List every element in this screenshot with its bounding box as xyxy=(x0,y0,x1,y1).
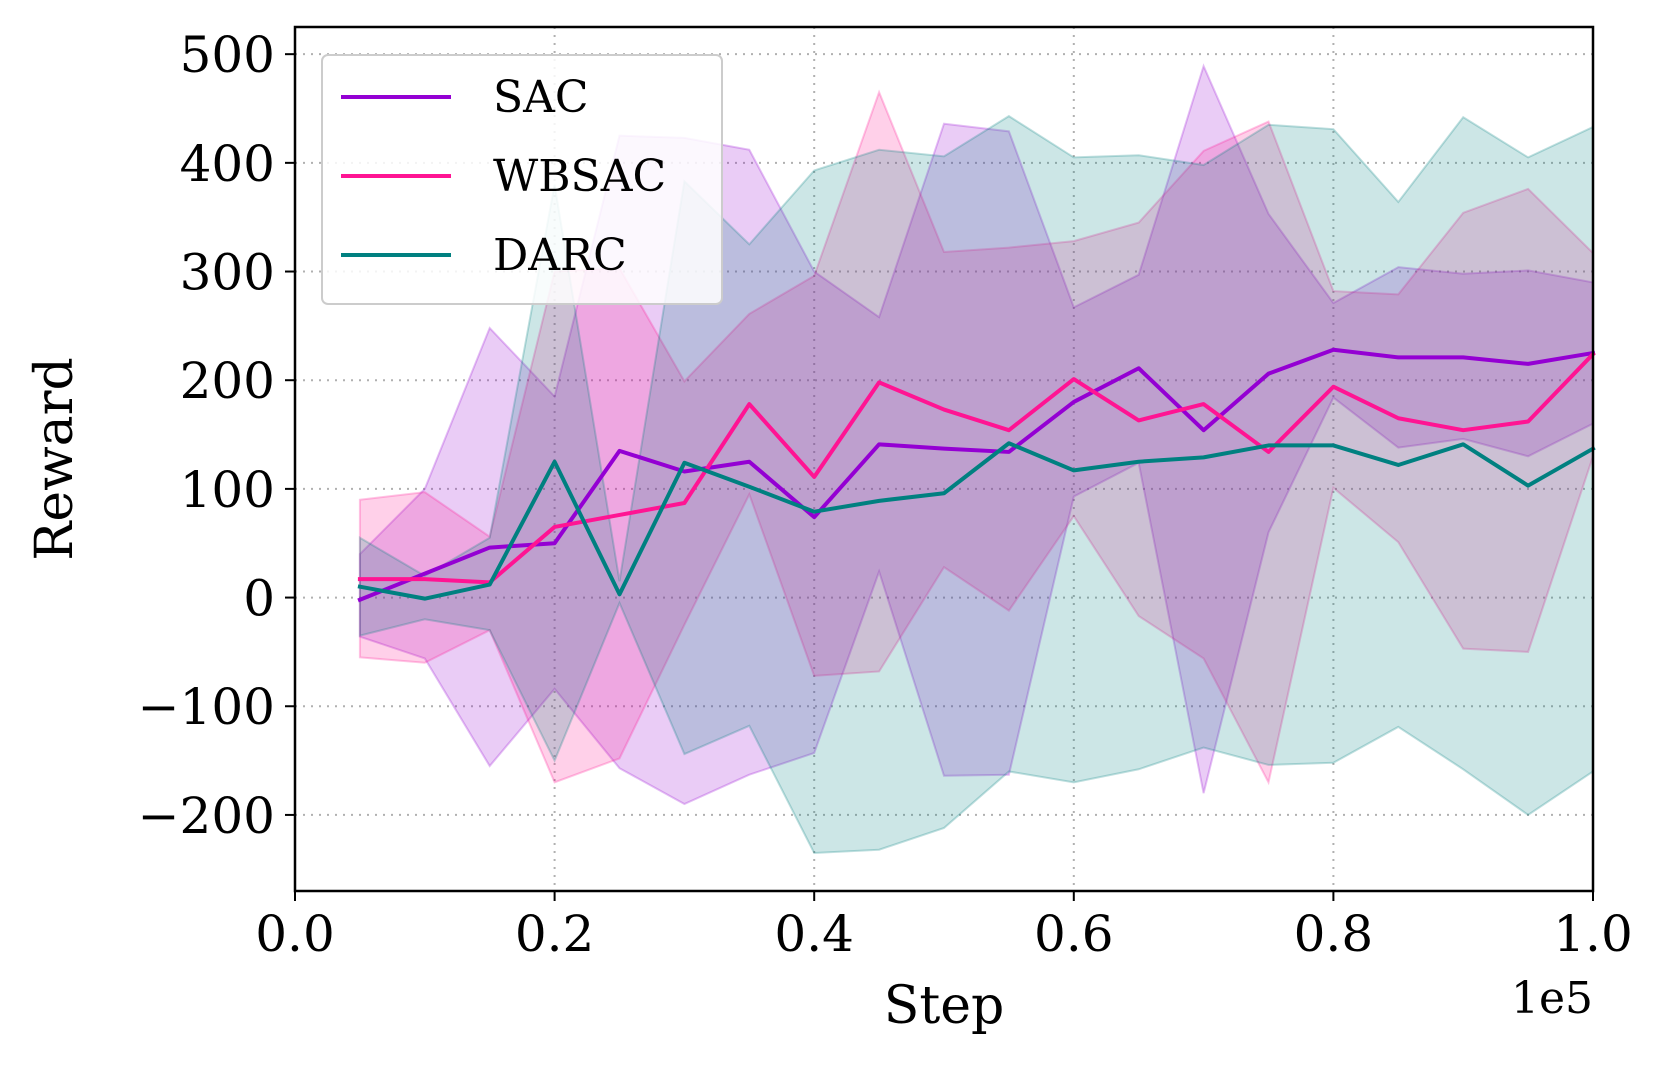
y-tick-label: 200 xyxy=(180,352,275,410)
x-axis-offset-label: 1e5 xyxy=(1511,973,1593,1024)
y-tick-label: −100 xyxy=(138,678,275,736)
x-tick-label: 0.2 xyxy=(515,905,595,963)
line-sac xyxy=(357,347,1596,603)
legend: SAC WBSAC DARC xyxy=(321,54,723,305)
x-tick-label: 1.0 xyxy=(1553,905,1633,963)
y-tick-label: 300 xyxy=(180,244,275,302)
legend-label-sac: SAC xyxy=(493,72,589,123)
plot-frame xyxy=(293,25,1595,893)
y-tick-label: 500 xyxy=(180,26,275,84)
x-axis-label: Step xyxy=(884,976,1005,1036)
line-darc xyxy=(357,441,1596,601)
x-tick-label: 0.0 xyxy=(255,905,335,963)
x-axis-ticks: 0.0 0.2 0.4 0.6 0.8 1.0 xyxy=(255,891,1633,963)
y-axis-ticks: −200 −100 0 100 200 300 400 500 xyxy=(138,26,295,845)
y-tick-label: 400 xyxy=(180,135,275,193)
series-lines xyxy=(357,347,1596,603)
y-axis-label: Reward xyxy=(25,357,85,561)
x-tick-label: 0.6 xyxy=(1034,905,1114,963)
x-tick-label: 0.4 xyxy=(774,905,854,963)
y-tick-label: −200 xyxy=(138,787,275,845)
grid-lines xyxy=(294,27,1594,891)
y-tick-label: 0 xyxy=(243,570,275,628)
y-tick-label: 100 xyxy=(180,461,275,519)
x-tick-label: 0.8 xyxy=(1294,905,1374,963)
legend-label-darc: DARC xyxy=(493,230,627,281)
line-wbsac xyxy=(357,351,1596,585)
legend-label-wbsac: WBSAC xyxy=(493,151,666,202)
legend-box xyxy=(321,54,723,305)
